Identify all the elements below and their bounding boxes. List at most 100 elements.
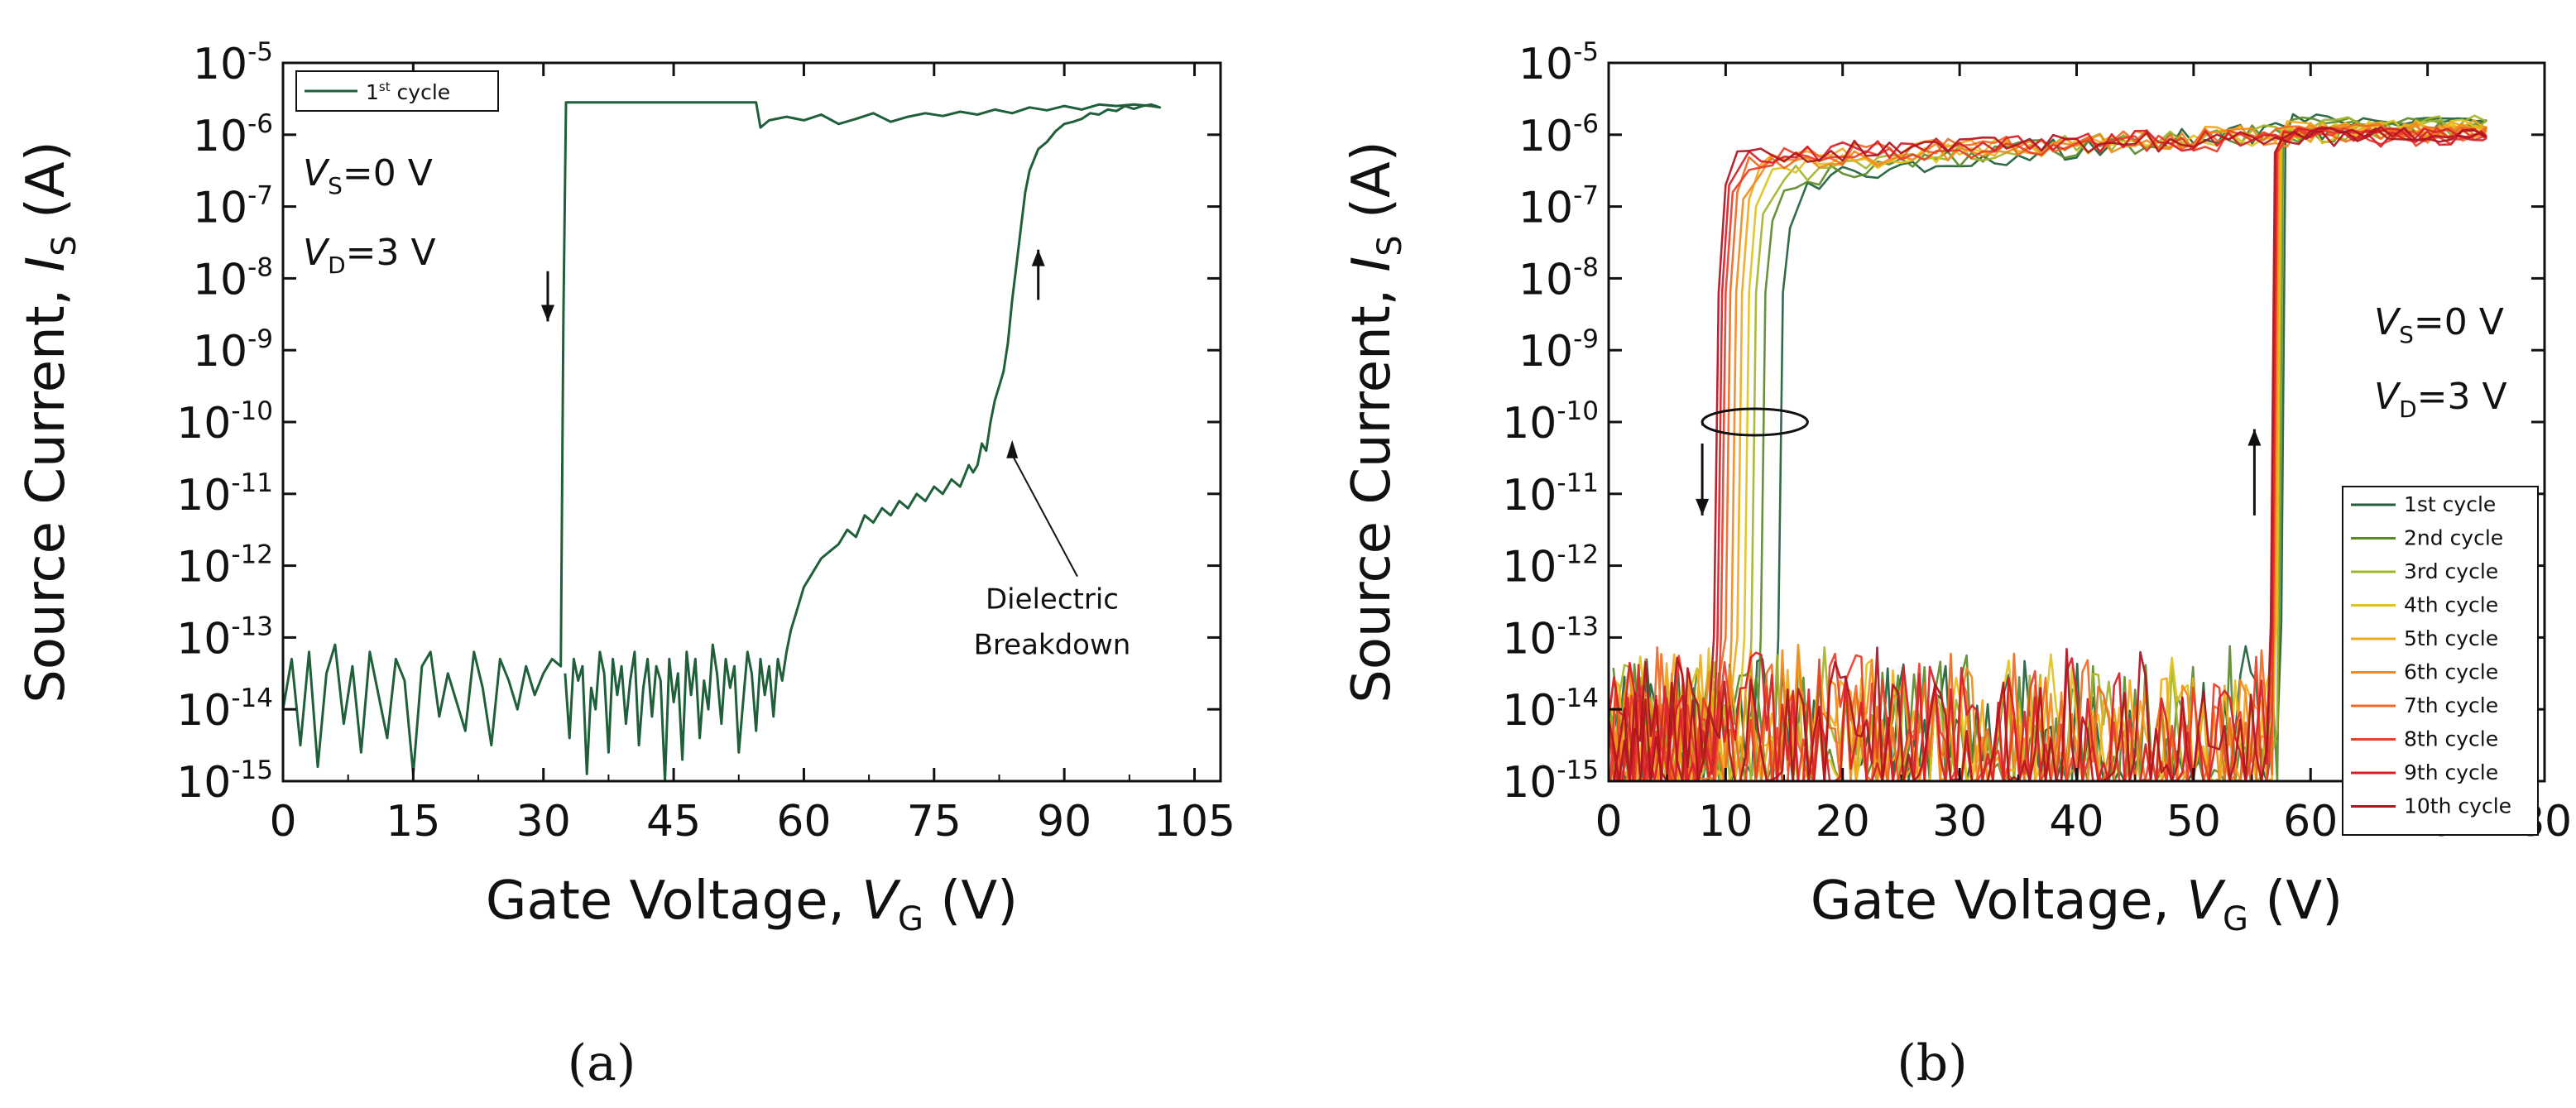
y-tick-exponent: -11 <box>231 468 273 498</box>
condition-value: =3 V <box>346 232 436 274</box>
legend-main: 1 <box>366 80 379 104</box>
y-tick-label: 10-12 <box>1502 540 1599 592</box>
y-tick-base: 10 <box>1502 471 1557 520</box>
legend-rest: cycle <box>391 80 451 104</box>
y-tick-exponent: -12 <box>231 540 273 570</box>
x-tick-label: 0 <box>1595 797 1622 847</box>
legend-label-cycle-1: 1st cycle <box>2404 492 2496 516</box>
y-tick-base: 10 <box>176 471 231 520</box>
y-tick-label: 10-7 <box>193 181 273 233</box>
y-tick-label: 10-11 <box>176 468 273 520</box>
condition-var: V <box>303 152 330 194</box>
panel-a-arrow-1-head <box>1031 249 1045 266</box>
condition-var: V <box>2374 376 2401 418</box>
x-tick-label: 15 <box>386 797 440 847</box>
y-tick-exponent: -7 <box>247 181 273 211</box>
legend-label-cycle-8: 8th cycle <box>2404 727 2498 751</box>
x-title-prefix: Gate Voltage, <box>1811 871 2186 932</box>
y-tick-base: 10 <box>1502 399 1557 448</box>
y-tick-base: 10 <box>176 543 231 592</box>
y-tick-exponent: -7 <box>1573 181 1599 211</box>
y-tick-base: 10 <box>1502 614 1557 664</box>
y-tick-label: 10-13 <box>1502 612 1599 664</box>
panel-b-axes: 0102030405060708010-1510-1410-1310-1210-… <box>1502 37 2572 847</box>
condition-label: VS=0 V <box>303 152 433 199</box>
y-tick-base: 10 <box>1502 758 1557 808</box>
y-tick-label: 10-8 <box>1518 252 1599 305</box>
condition-value: =3 V <box>2417 376 2507 418</box>
y-tick-base: 10 <box>1518 112 1573 161</box>
y-title-suffix: (A) <box>16 141 77 235</box>
panel-b-series-group <box>1607 113 2487 783</box>
panel-a-x-axis-title: Gate Voltage, VG (V) <box>486 871 1018 938</box>
x-tick-label: 45 <box>646 797 701 847</box>
y-title-sub: S <box>1371 235 1409 256</box>
y-tick-base: 10 <box>1518 184 1573 233</box>
y-title-sub: S <box>46 235 84 256</box>
x-tick-label: 20 <box>1816 797 1870 847</box>
y-tick-label: 10-9 <box>1518 324 1599 377</box>
series-line-cycle-10 <box>1607 126 2487 783</box>
panel-a: 0 15 30 45 60 75 90 10510-1510-1410-1310-1210-1… <box>16 37 1235 938</box>
x-tick-label: 30 <box>516 797 571 847</box>
y-tick-exponent: -5 <box>1573 37 1599 67</box>
x-title-var: V <box>2186 871 2226 932</box>
annotation-text-line: Breakdown <box>974 629 1131 662</box>
y-tick-label: 10-6 <box>193 109 273 161</box>
condition-var: V <box>2374 301 2401 343</box>
x-title-suffix: (V) <box>923 871 1018 932</box>
y-tick-exponent: -13 <box>231 612 273 641</box>
condition-label: VD=3 V <box>2374 376 2507 423</box>
y-tick-base: 10 <box>193 255 247 305</box>
y-tick-exponent: -14 <box>1557 684 1599 713</box>
y-tick-exponent: -9 <box>247 324 273 354</box>
y-tick-label: 10-10 <box>1502 396 1599 448</box>
condition-value: =0 V <box>2414 301 2504 343</box>
x-tick-label: 10 <box>1698 797 1753 847</box>
x-title-sub: G <box>898 900 923 938</box>
legend-label-cycle-2: 2nd cycle <box>2404 526 2503 550</box>
y-tick-exponent: -6 <box>247 109 273 139</box>
y-tick-exponent: -11 <box>1557 468 1599 498</box>
panel-b-arrow-1-head <box>2247 429 2262 446</box>
y-tick-exponent: -15 <box>231 755 273 785</box>
y-tick-base: 10 <box>176 614 231 664</box>
y-title-prefix: Source Current, <box>1341 272 1403 703</box>
legend-label-cycle-10: 10th cycle <box>2404 794 2511 818</box>
y-tick-base: 10 <box>176 686 231 736</box>
y-tick-exponent: -8 <box>247 252 273 282</box>
y-tick-label: 10-9 <box>193 324 273 377</box>
y-tick-label: 10-8 <box>193 252 273 305</box>
panel-b: 0102030405060708010-1510-1410-1310-1210-… <box>1341 37 2572 938</box>
annotation-text-line: Dielectric <box>986 583 1119 616</box>
panel-a-y-axis-title: Source Current, IS (A) <box>16 141 84 703</box>
y-title-suffix: (A) <box>1341 141 1403 235</box>
y-tick-label: 10-5 <box>193 37 273 89</box>
y-tick-base: 10 <box>1502 686 1557 736</box>
caption-b: (b) <box>1897 1034 1967 1092</box>
caption-a: (a) <box>568 1034 636 1092</box>
y-tick-base: 10 <box>193 327 247 377</box>
legend-label-1st-cycle: 1st cycle <box>366 79 450 104</box>
x-title-prefix: Gate Voltage, <box>486 871 861 932</box>
y-title-var: I <box>16 257 77 272</box>
y-tick-base: 10 <box>1518 255 1573 305</box>
y-tick-label: 10-12 <box>176 540 273 592</box>
y-tick-exponent: -15 <box>1557 755 1599 785</box>
y-tick-label: 10-13 <box>176 612 273 664</box>
y-tick-exponent: -10 <box>1557 396 1599 426</box>
condition-sub: S <box>328 172 343 199</box>
y-tick-exponent: -10 <box>231 396 273 426</box>
panel-b-arrow-0-head <box>1696 498 1710 516</box>
y-tick-exponent: -8 <box>1573 252 1599 282</box>
y-tick-exponent: -9 <box>1573 324 1599 354</box>
y-tick-base: 10 <box>176 758 231 808</box>
panel-b-y-axis-title: Source Current, IS (A) <box>1341 141 1409 703</box>
condition-label: VS=0 V <box>2374 301 2504 348</box>
y-tick-label: 10-7 <box>1518 181 1599 233</box>
y-tick-base: 10 <box>1502 543 1557 592</box>
y-tick-base: 10 <box>193 40 247 89</box>
